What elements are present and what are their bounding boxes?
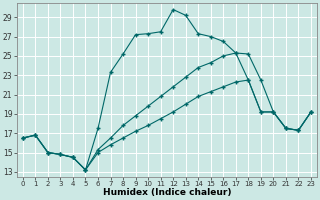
X-axis label: Humidex (Indice chaleur): Humidex (Indice chaleur): [103, 188, 231, 197]
